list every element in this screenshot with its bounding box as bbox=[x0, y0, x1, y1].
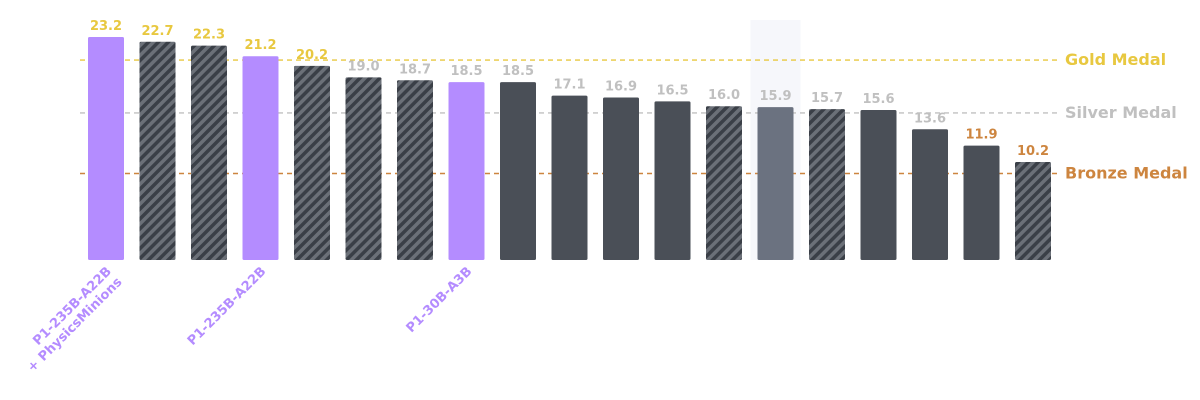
bar-value-label: 18.7 bbox=[399, 62, 431, 77]
bar bbox=[706, 106, 742, 260]
threshold-label-silver-medal: Silver Medal bbox=[1065, 103, 1177, 122]
bar-value-label: 16.0 bbox=[708, 88, 740, 103]
threshold-label-bronze-medal: Bronze Medal bbox=[1065, 163, 1188, 182]
bar-value-label: 13.6 bbox=[914, 111, 946, 126]
bar bbox=[294, 65, 330, 260]
bar-value-label: 16.9 bbox=[605, 80, 637, 95]
bar-value-label: 10.2 bbox=[1017, 144, 1049, 159]
bar bbox=[860, 110, 897, 260]
bar bbox=[1015, 161, 1051, 260]
bar-value-label: 22.3 bbox=[193, 28, 225, 43]
bar bbox=[551, 95, 588, 260]
bar bbox=[88, 37, 124, 260]
bar-value-label: 16.5 bbox=[656, 83, 688, 98]
threshold-label-gold-medal: Gold Medal bbox=[1065, 50, 1166, 69]
bar-value-label: 20.2 bbox=[296, 48, 328, 63]
bar bbox=[654, 101, 691, 260]
bar-value-label: 18.5 bbox=[450, 64, 482, 79]
bar-value-label: 15.6 bbox=[862, 92, 894, 107]
bar bbox=[139, 41, 176, 261]
bar-value-label: 15.9 bbox=[759, 89, 791, 104]
bar bbox=[448, 82, 485, 260]
bar bbox=[757, 107, 794, 260]
bar bbox=[500, 82, 536, 260]
category-label: P1-235B-A22B+ PhysicsMinions bbox=[14, 264, 125, 375]
bar-value-label: 22.7 bbox=[141, 24, 173, 39]
bar bbox=[963, 145, 1000, 260]
bar-value-label: 23.2 bbox=[90, 19, 122, 34]
bar bbox=[603, 97, 639, 261]
bar bbox=[912, 129, 948, 260]
bar-value-label: 19.0 bbox=[347, 59, 379, 74]
bar bbox=[191, 45, 227, 260]
category-label: P1-30B-A3B bbox=[404, 264, 476, 336]
category-label: P1-235B-A22B bbox=[185, 264, 269, 348]
bar-value-label: 18.5 bbox=[502, 64, 534, 79]
bar-value-label: 17.1 bbox=[553, 78, 585, 93]
bar-value-label: 11.9 bbox=[965, 128, 997, 143]
bar-value-label: 15.7 bbox=[811, 91, 843, 106]
bar bbox=[397, 80, 433, 261]
bar bbox=[809, 109, 845, 260]
bar-value-label: 21.2 bbox=[244, 38, 276, 53]
bar bbox=[345, 77, 382, 260]
bar bbox=[242, 56, 279, 260]
